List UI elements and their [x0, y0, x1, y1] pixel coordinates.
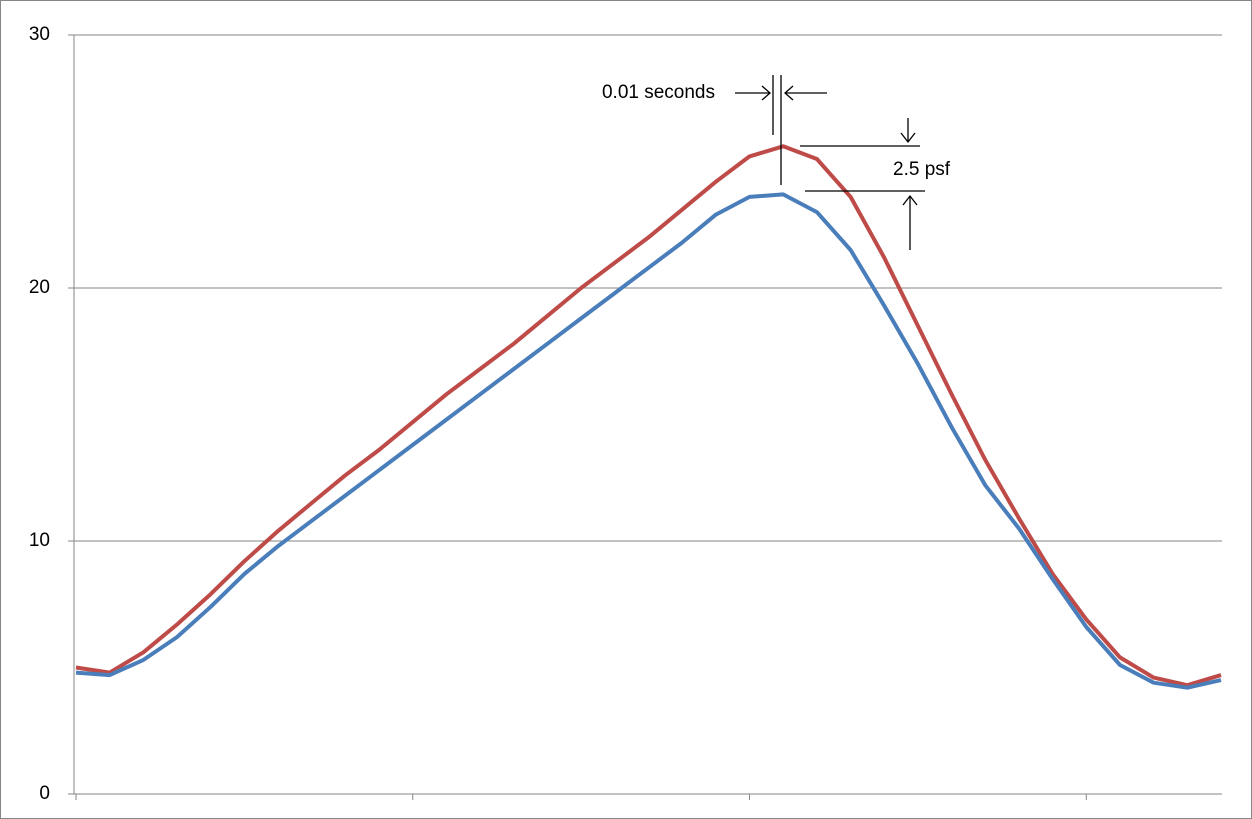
y-tick-label: 20 — [29, 277, 50, 298]
y-tick-label: 10 — [29, 530, 50, 551]
y-tick-label: 0 — [39, 783, 50, 804]
annotation: 0.01 seconds — [602, 82, 715, 103]
series-line — [75, 192, 1222, 690]
y-tick-label: 30 — [29, 24, 50, 45]
annotation-arrows — [735, 75, 925, 250]
annotation: 2.5 psf — [893, 159, 951, 180]
series-line — [75, 144, 1222, 688]
